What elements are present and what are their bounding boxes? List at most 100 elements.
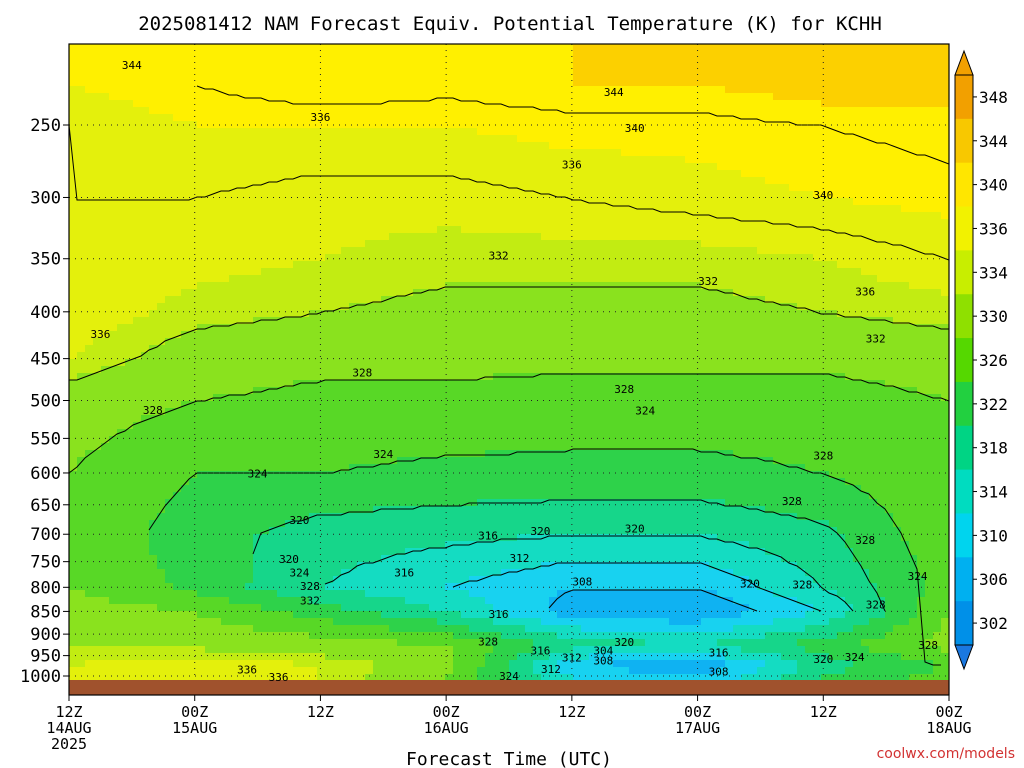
heatmap-cell	[85, 478, 94, 486]
heatmap-cell	[157, 142, 166, 150]
heatmap-cell	[413, 492, 422, 500]
heatmap-cell	[285, 422, 294, 430]
heatmap-cell	[205, 611, 214, 619]
heatmap-cell	[237, 639, 246, 647]
heatmap-cell	[189, 548, 198, 556]
heatmap-cell	[253, 401, 262, 409]
heatmap-cell	[93, 632, 102, 640]
heatmap-cell	[133, 79, 142, 87]
heatmap-cell	[197, 380, 206, 388]
heatmap-cell	[381, 170, 390, 178]
heatmap-cell	[389, 177, 398, 185]
heatmap-cell	[253, 142, 262, 150]
heatmap-cell	[269, 233, 278, 241]
heatmap-cell	[293, 464, 302, 472]
heatmap-cell	[461, 58, 470, 66]
heatmap-cell	[429, 324, 438, 332]
heatmap-cell	[293, 548, 302, 556]
heatmap-cell	[477, 443, 486, 451]
heatmap-cell	[413, 443, 422, 451]
heatmap-cell	[101, 128, 110, 136]
heatmap-cell	[389, 555, 398, 563]
heatmap-cell	[245, 86, 254, 94]
heatmap-cell	[389, 142, 398, 150]
heatmap-cell	[429, 44, 438, 52]
heatmap-cell	[221, 142, 230, 150]
heatmap-cell	[77, 457, 86, 465]
heatmap-cell	[149, 184, 158, 192]
heatmap-cell	[397, 303, 406, 311]
heatmap-cell	[389, 471, 398, 479]
heatmap-cell	[413, 275, 422, 283]
heatmap-cell	[477, 135, 486, 143]
heatmap-cell	[405, 324, 414, 332]
heatmap-cell	[341, 394, 350, 402]
heatmap-cell	[317, 72, 326, 80]
heatmap-cell	[349, 233, 358, 241]
heatmap-cell	[141, 93, 150, 101]
heatmap-cell	[221, 100, 230, 108]
heatmap-cell	[165, 499, 174, 507]
heatmap-cell	[317, 359, 326, 367]
heatmap-cell	[317, 226, 326, 234]
heatmap-cell	[349, 499, 358, 507]
heatmap-cell	[269, 219, 278, 227]
heatmap-cell	[397, 310, 406, 318]
heatmap-cell	[269, 352, 278, 360]
heatmap-cell	[461, 170, 470, 178]
heatmap-cell	[157, 632, 166, 640]
heatmap-cell	[277, 576, 286, 584]
heatmap-cell	[173, 58, 182, 66]
heatmap-cell	[213, 457, 222, 465]
heatmap-cell	[309, 618, 318, 626]
heatmap-cell	[405, 149, 414, 157]
heatmap-cell	[485, 611, 494, 619]
heatmap-cell	[245, 562, 254, 570]
heatmap-cell	[93, 387, 102, 395]
heatmap-cell	[285, 464, 294, 472]
heatmap-cell	[261, 541, 270, 549]
heatmap-cell	[93, 401, 102, 409]
heatmap-cell	[229, 653, 238, 661]
heatmap-cell	[357, 618, 366, 626]
heatmap-cell	[125, 240, 134, 248]
heatmap-cell	[237, 170, 246, 178]
heatmap-cell	[197, 471, 206, 479]
heatmap-cell	[229, 254, 238, 262]
heatmap-cell	[445, 387, 454, 395]
heatmap-cell	[245, 219, 254, 227]
heatmap-cell	[349, 604, 358, 612]
heatmap-cell	[301, 114, 310, 122]
heatmap-cell	[325, 156, 334, 164]
heatmap-cell	[221, 583, 230, 591]
heatmap-cell	[245, 387, 254, 395]
heatmap-cell	[333, 135, 342, 143]
heatmap-cell	[197, 345, 206, 353]
heatmap-cell	[157, 646, 166, 654]
heatmap-cell	[93, 261, 102, 269]
heatmap-cell	[413, 499, 422, 507]
heatmap-cell	[317, 317, 326, 325]
heatmap-cell	[429, 226, 438, 234]
heatmap-cell	[381, 51, 390, 59]
heatmap-cell	[173, 44, 182, 52]
heatmap-cell	[445, 65, 454, 73]
heatmap-cell	[141, 464, 150, 472]
heatmap-cell	[349, 261, 358, 269]
heatmap-cell	[117, 660, 126, 668]
heatmap-cell	[309, 72, 318, 80]
heatmap-cell	[181, 282, 190, 290]
heatmap-cell	[317, 58, 326, 66]
heatmap-cell	[245, 443, 254, 451]
heatmap-cell	[85, 555, 94, 563]
heatmap-cell	[445, 44, 454, 52]
heatmap-cell	[389, 135, 398, 143]
heatmap-cell	[261, 128, 270, 136]
heatmap-cell	[485, 331, 494, 339]
heatmap-cell	[277, 506, 286, 514]
heatmap-cell	[133, 338, 142, 346]
heatmap-cell	[453, 492, 462, 500]
heatmap-cell	[301, 303, 310, 311]
heatmap-cell	[397, 667, 406, 675]
heatmap-cell	[317, 79, 326, 87]
